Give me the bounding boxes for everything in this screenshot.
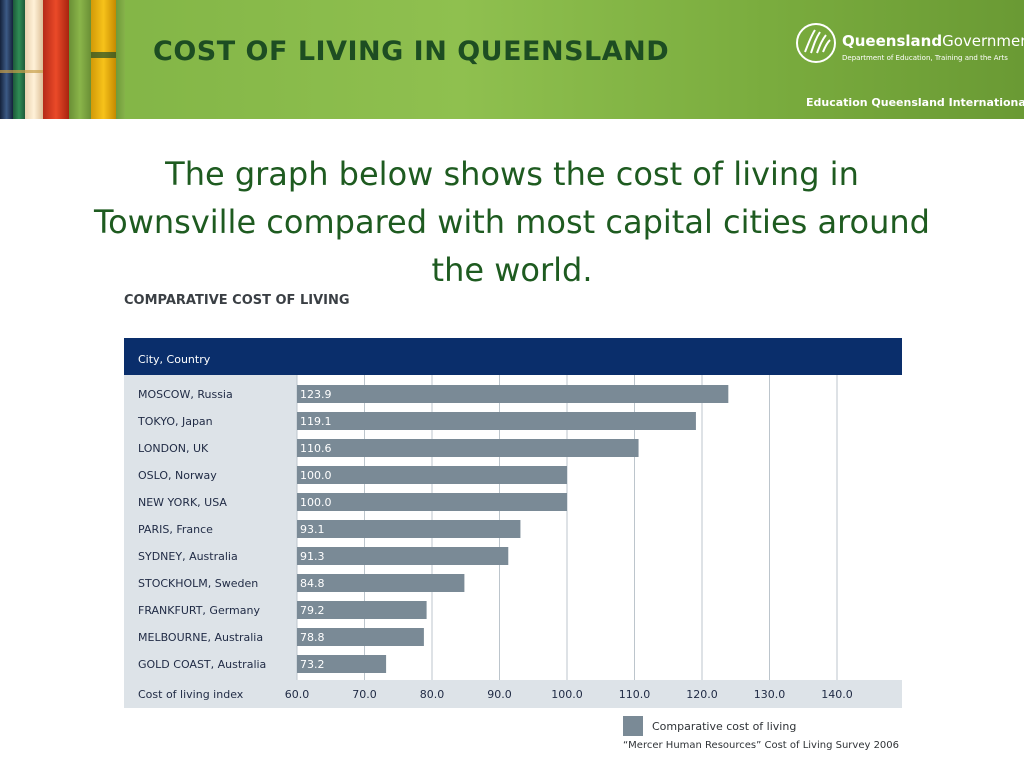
- data-label: 100.0: [300, 496, 332, 509]
- category-label: GOLD COAST, Australia: [138, 658, 266, 671]
- bar-chart: City, Country MOSCOW, Russia 123.9 TOKYO, J…: [124, 338, 902, 708]
- bar: [297, 493, 567, 511]
- bar: [297, 628, 424, 646]
- data-label: 119.1: [300, 415, 332, 428]
- x-tick-label: 90.0: [487, 688, 512, 701]
- category-label: PARIS, France: [138, 523, 213, 536]
- bar: [297, 439, 639, 457]
- unit-name: Education Queensland International: [806, 96, 1024, 109]
- bar: [297, 412, 696, 430]
- data-label: 93.1: [300, 523, 325, 536]
- queensland-crest-icon: [796, 23, 836, 63]
- intro-text: The graph below shows the cost of living…: [94, 155, 930, 289]
- x-tick-label: 60.0: [285, 688, 310, 701]
- slide-title: COST OF LIVING IN QUEENSLAND: [153, 36, 670, 67]
- data-label: 110.6: [300, 442, 332, 455]
- x-tick-label: 70.0: [352, 688, 377, 701]
- x-tick-label: 80.0: [420, 688, 445, 701]
- category-label: OSLO, Norway: [138, 469, 217, 482]
- bar: [297, 574, 465, 592]
- chart-svg: City, Country MOSCOW, Russia 123.9 TOKYO, J…: [124, 338, 902, 708]
- x-axis-label: Cost of living index: [138, 688, 244, 701]
- bar: [297, 385, 729, 403]
- header-banner: COST OF LIVING IN QUEENSLAND QueenslandG…: [0, 0, 1024, 119]
- x-tick-label: 120.0: [686, 688, 718, 701]
- category-label: LONDON, UK: [138, 442, 209, 455]
- queensland-government-logo: QueenslandGovernment Department of Educa…: [795, 20, 1024, 70]
- category-label: TOKYO, Japan: [137, 415, 213, 428]
- category-label: SYDNEY, Australia: [138, 550, 238, 563]
- logo-subtitle: Department of Education, Training and th…: [842, 54, 1008, 62]
- x-tick-label: 110.0: [619, 688, 651, 701]
- x-tick-label: 140.0: [821, 688, 853, 701]
- category-header: City, Country: [138, 353, 211, 366]
- category-label: STOCKHOLM, Sweden: [138, 577, 258, 590]
- bar: [297, 466, 567, 484]
- data-label: 123.9: [300, 388, 332, 401]
- legend-swatch: [623, 716, 643, 736]
- bar: [297, 601, 427, 619]
- data-label: 78.8: [300, 631, 325, 644]
- data-label: 100.0: [300, 469, 332, 482]
- bar: [297, 547, 509, 565]
- category-label: FRANKFURT, Germany: [138, 604, 260, 617]
- category-label: MELBOURNE, Australia: [138, 631, 263, 644]
- category-label: MOSCOW, Russia: [138, 388, 233, 401]
- x-tick-label: 100.0: [551, 688, 583, 701]
- bar: [297, 520, 521, 538]
- logo-name: QueenslandGovernment: [842, 32, 1024, 50]
- data-label: 84.8: [300, 577, 325, 590]
- legend-label: Comparative cost of living: [652, 720, 797, 733]
- data-label: 79.2: [300, 604, 325, 617]
- bar: [297, 655, 387, 673]
- source-note: “Mercer Human Resources” Cost of Living …: [623, 740, 900, 751]
- pencils-image: [0, 0, 125, 119]
- x-tick-label: 130.0: [754, 688, 786, 701]
- chart-header-bar: [124, 338, 902, 375]
- category-label: NEW YORK, USA: [138, 496, 227, 509]
- axis-footer: [124, 680, 902, 708]
- chart-legend: Comparative cost of living “Mercer Human…: [623, 715, 913, 755]
- data-label: 73.2: [300, 658, 325, 671]
- data-label: 91.3: [300, 550, 325, 563]
- chart-title: COMPARATIVE COST OF LIVING: [124, 293, 350, 308]
